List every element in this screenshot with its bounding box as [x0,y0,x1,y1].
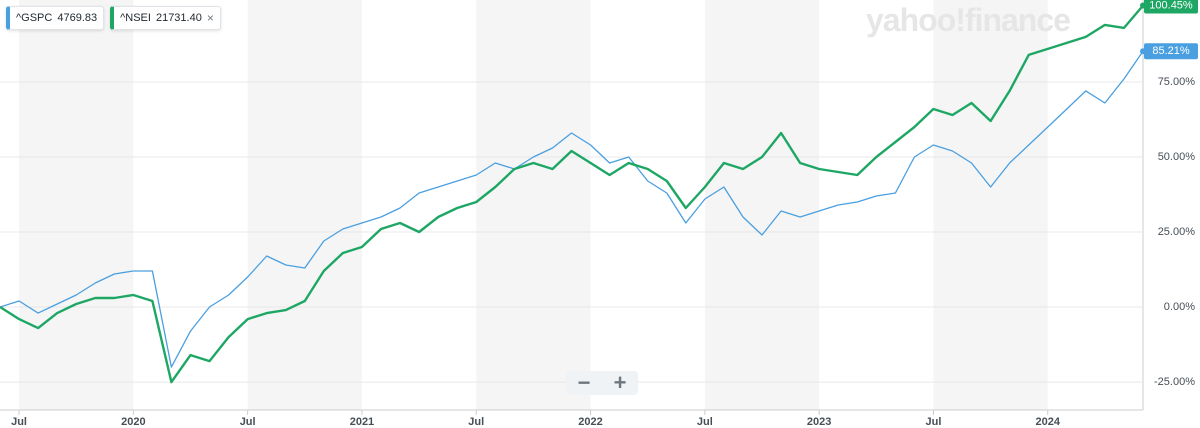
x-tick-label: Jul [468,416,484,428]
legend-chip[interactable]: ^NSEI 21731.40 × [110,6,221,30]
x-tick-label: Jul [11,416,27,428]
last-value-box [1144,43,1198,60]
legend-name: ^GSPC [16,12,53,24]
last-value-label: 85.21% [1152,45,1190,57]
series-line [0,4,1144,384]
y-tick-label: -25.00% [1154,376,1195,388]
zoom-out[interactable]: − [577,370,591,395]
x-tick-label: 2022 [578,416,602,428]
x-tick-label: Jul [697,416,713,428]
period-band [704,0,820,410]
period-band [247,0,362,410]
legend: ^GSPC 4769.83 ^NSEI 21731.40 × [6,6,221,30]
y-tick-label: 0.00% [1164,301,1195,313]
series-line [0,50,1144,368]
last-value-label: 100.45% [1149,0,1193,11]
x-tick-label: Jul [240,416,256,428]
last-value-box [1144,0,1198,14]
legend-name: ^NSEI [120,12,151,24]
period-band [476,0,591,410]
legend-chip[interactable]: ^GSPC 4769.83 [6,6,105,30]
x-tick-label: 2024 [1036,416,1061,428]
legend-quote: 21731.40 [155,12,202,24]
zoom-in[interactable]: + [613,370,627,395]
x-tick-label: Jul [925,416,941,428]
x-tick-label: 2020 [121,416,145,428]
remove-button[interactable]: × [206,11,214,25]
x-tick-label: 2021 [350,416,374,428]
y-tick-label: 75.00% [1158,76,1196,88]
x-tick-label: 2023 [807,416,831,428]
y-tick-label: 50.00% [1158,151,1196,163]
watermark: yahoo!finance [866,2,1071,38]
period-band [933,0,1048,410]
legend-quote: 4769.83 [57,12,98,24]
zoom-controls: − + [566,370,638,395]
period-band [19,0,134,410]
y-tick-label: 25.00% [1158,226,1196,238]
